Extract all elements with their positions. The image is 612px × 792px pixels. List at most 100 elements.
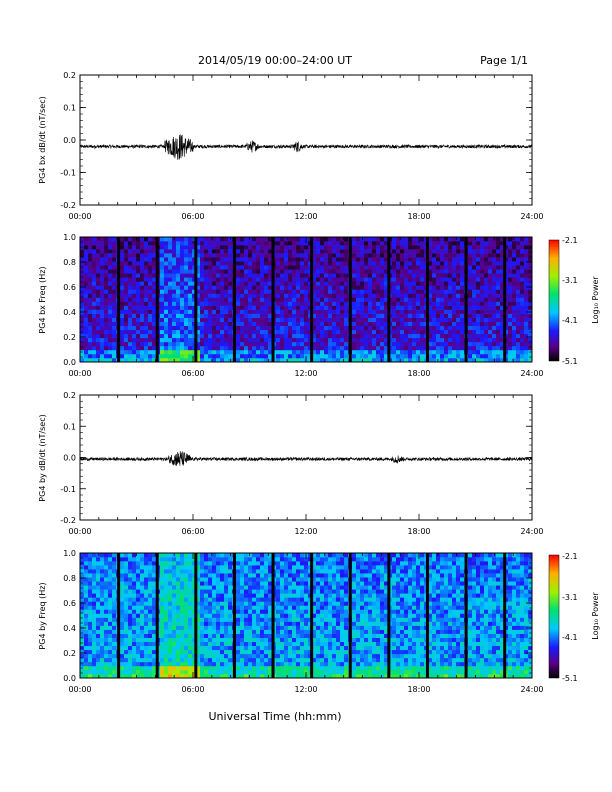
- heat-cell: [292, 341, 297, 347]
- heat-cell: [188, 565, 193, 570]
- heat-cell: [484, 345, 489, 351]
- heat-cell: [256, 329, 261, 335]
- heat-cell: [184, 577, 189, 582]
- heat-cell: [92, 625, 97, 630]
- heat-cell: [108, 341, 113, 347]
- heat-cell: [480, 333, 485, 339]
- heat-cell: [188, 573, 193, 578]
- heat-cell: [476, 313, 481, 318]
- heat-cell: [220, 613, 225, 618]
- heat-cell: [164, 341, 169, 347]
- heat-cell: [220, 329, 225, 335]
- heat-cell: [172, 329, 177, 335]
- heat-cell: [256, 349, 261, 355]
- heat-cell: [176, 565, 181, 570]
- heat-cell: [284, 293, 289, 298]
- heat-cell: [380, 241, 385, 246]
- heat-cell: [124, 617, 129, 622]
- heat-cell: [268, 277, 273, 282]
- heat-cell: [364, 341, 369, 347]
- heat-cell: [136, 325, 141, 331]
- heat-cell: [360, 329, 365, 335]
- heat-cell: [92, 573, 97, 578]
- heat-cell: [360, 293, 365, 298]
- heat-cell: [140, 237, 145, 242]
- heat-cell: [316, 317, 321, 322]
- heat-cell: [300, 309, 305, 314]
- heat-cell: [416, 337, 421, 343]
- heat-cell: [176, 341, 181, 347]
- heat-cell: [212, 261, 217, 266]
- heat-cell: [344, 293, 349, 298]
- heat-cell: [120, 245, 125, 250]
- heat-cell: [444, 289, 449, 294]
- heat-cell: [476, 269, 481, 274]
- heat-cell: [172, 253, 177, 258]
- heat-cell: [288, 261, 293, 266]
- heat-cell: [416, 249, 421, 254]
- heat-cell: [88, 669, 93, 675]
- heat-cell: [164, 265, 169, 270]
- heat-cell: [508, 253, 513, 258]
- heat-cell: [104, 241, 109, 246]
- heat-cell: [152, 553, 157, 558]
- heat-cell: [320, 321, 325, 327]
- heat-cell: [320, 313, 325, 318]
- heat-cell: [524, 313, 529, 318]
- heat-cell: [524, 341, 529, 347]
- heat-cell: [408, 345, 413, 351]
- heat-cell: [88, 277, 93, 282]
- heat-cell: [244, 265, 249, 270]
- heat-cell: [132, 673, 137, 679]
- heat-cell: [136, 341, 141, 347]
- heat-cell: [280, 337, 285, 343]
- heat-cell: [140, 649, 145, 655]
- heat-cell: [304, 257, 309, 262]
- heat-cell: [428, 237, 433, 242]
- heat-cell: [220, 321, 225, 327]
- heat-cell: [104, 649, 109, 655]
- heat-cell: [492, 353, 497, 359]
- heat-cell: [120, 237, 125, 242]
- heat-cell: [184, 661, 189, 667]
- heat-cell: [452, 257, 457, 262]
- heat-cell: [96, 613, 101, 618]
- heat-cell: [428, 309, 433, 314]
- heat-cell: [252, 273, 257, 278]
- heat-cell: [220, 597, 225, 602]
- heat-cell: [180, 245, 185, 250]
- heat-cell: [92, 333, 97, 339]
- heat-cell: [316, 241, 321, 246]
- heat-cell: [216, 293, 221, 298]
- heat-cell: [212, 601, 217, 606]
- heat-cell: [420, 305, 425, 310]
- heat-cell: [208, 273, 213, 278]
- heat-cell: [80, 257, 85, 262]
- heat-cell: [508, 289, 513, 294]
- heat-cell: [512, 245, 517, 250]
- heat-cell: [128, 257, 133, 262]
- heat-cell: [372, 301, 377, 306]
- heat-cell: [84, 317, 89, 322]
- heat-cell: [476, 273, 481, 278]
- heat-cell: [212, 585, 217, 590]
- heat-cell: [428, 325, 433, 331]
- heat-cell: [188, 333, 193, 339]
- heat-cell: [324, 245, 329, 250]
- heat-cell: [164, 597, 169, 602]
- heat-cell: [204, 573, 209, 578]
- heat-cell: [508, 345, 513, 351]
- heat-cell: [148, 249, 153, 254]
- heat-cell: [360, 289, 365, 294]
- heat-cell: [84, 585, 89, 590]
- heat-cell: [476, 337, 481, 343]
- heat-cell: [136, 245, 141, 250]
- heat-cell: [152, 673, 157, 679]
- heat-cell: [92, 633, 97, 638]
- heat-cell: [188, 621, 193, 626]
- heat-cell: [236, 325, 241, 331]
- heat-cell: [92, 557, 97, 562]
- heat-cell: [304, 289, 309, 294]
- heat-cell: [340, 337, 345, 343]
- heat-cell: [472, 321, 477, 327]
